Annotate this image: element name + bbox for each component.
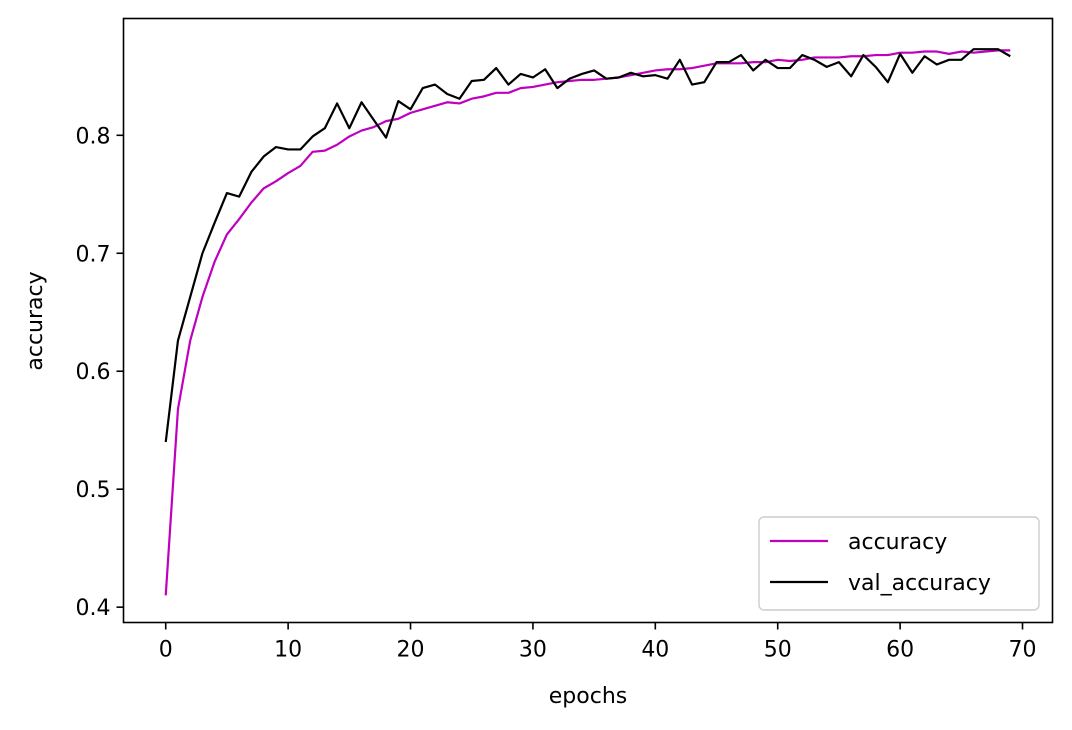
legend: accuracy val_accuracy xyxy=(758,516,1040,611)
y-axis: 0.4 0.5 0.6 0.7 0.8 xyxy=(76,124,124,621)
plot-frame xyxy=(122,17,1054,624)
y-tick-label: 0.8 xyxy=(76,124,111,149)
y-tick-label: 0.5 xyxy=(76,478,111,503)
x-tick-label: 10 xyxy=(274,638,302,663)
y-tick-label: 0.6 xyxy=(76,360,111,385)
x-tick-label: 50 xyxy=(764,638,792,663)
y-axis-title: accuracy xyxy=(23,271,48,370)
legend-label-accuracy: accuracy xyxy=(848,530,947,555)
series-line-val-accuracy xyxy=(164,48,1011,443)
x-tick-label: 20 xyxy=(397,638,425,663)
x-tick-label: 0 xyxy=(159,638,173,663)
x-tick-label: 60 xyxy=(886,638,914,663)
y-tick-label: 0.7 xyxy=(76,242,111,267)
x-axis: 0 10 20 30 40 50 60 70 xyxy=(159,622,1037,663)
y-tick-label: 0.4 xyxy=(76,596,111,621)
x-tick-label: 70 xyxy=(1009,638,1037,663)
series-layer xyxy=(164,48,1011,596)
legend-box xyxy=(758,516,1040,611)
x-tick-label: 30 xyxy=(519,638,547,663)
x-axis-title: epochs xyxy=(549,684,627,709)
legend-label-val-accuracy: val_accuracy xyxy=(848,571,991,596)
series-line-accuracy xyxy=(164,49,1011,596)
x-tick-label: 40 xyxy=(641,638,669,663)
